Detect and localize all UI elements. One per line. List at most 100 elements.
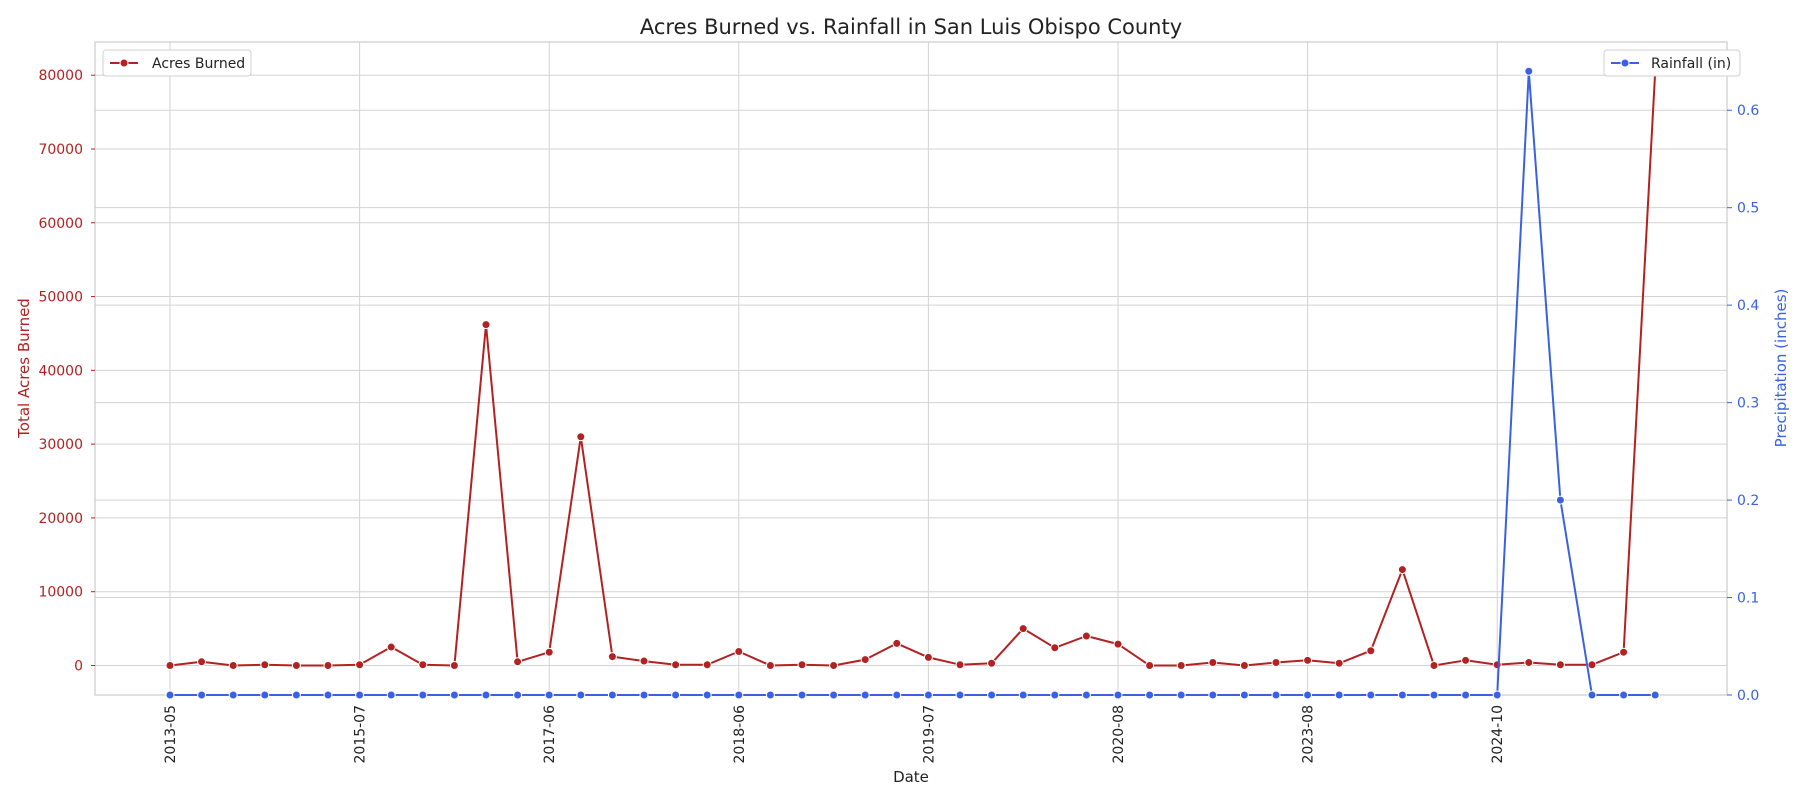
series-0-point [1397, 565, 1407, 575]
series-1-point [165, 690, 175, 700]
series-0-point [671, 660, 681, 670]
series-1-point [544, 690, 554, 700]
y-right-tick-label-3: 0.3 [1737, 396, 1759, 412]
series-1-point [923, 690, 933, 700]
series-0-point [1524, 658, 1534, 668]
legend-rainfall-marker [1620, 58, 1630, 68]
series-1-point [1176, 690, 1186, 700]
series-0-point [797, 660, 807, 670]
series-0-point [702, 660, 712, 670]
series-0-point [1555, 660, 1565, 670]
series-0-point [1050, 643, 1060, 653]
x-tick-label-7: 2024-10 [1490, 705, 1506, 764]
series-0-point [291, 660, 301, 670]
series-0-point [386, 642, 396, 652]
series-1-point [1587, 690, 1597, 700]
series-0-point [607, 652, 617, 662]
series-0-point [829, 660, 839, 670]
series-0-point [481, 320, 491, 330]
series-1-point [386, 690, 396, 700]
series-1-point [1397, 690, 1407, 700]
series-1-point [797, 690, 807, 700]
y-right-tick-label-6: 0.6 [1737, 103, 1759, 119]
series-0-point [1619, 647, 1629, 657]
series-0-point [323, 660, 333, 670]
series-1-point [418, 690, 428, 700]
x-tick-label-0: 2013-05 [163, 705, 179, 764]
series-0-point [923, 652, 933, 662]
legend-rainfall-label: Rainfall (in) [1651, 56, 1731, 72]
x-tick-label-1: 2015-07 [353, 705, 369, 764]
series-line-1 [170, 70, 1656, 696]
legend-acres-label: Acres Burned [152, 56, 245, 72]
chart-title: Acres Burned vs. Rainfall in San Luis Ob… [640, 15, 1182, 39]
series-1-point [892, 690, 902, 700]
series-0-point [418, 660, 428, 670]
y-axis-right-title: Precipitation (inches) [1772, 289, 1790, 448]
series-1-point [1619, 690, 1629, 700]
series-0-point [765, 660, 775, 670]
series-line-0 [169, 71, 1657, 667]
y-left-tick-label-7: 70000 [38, 142, 83, 158]
y-right-tick-label-2: 0.2 [1737, 493, 1759, 509]
axis-layer: 2013-05 2015-07 2017-06 2018-06 2019-07 2020-… [38, 68, 1759, 763]
series-1-point [197, 690, 207, 700]
series-1-point [291, 690, 301, 700]
y-right-tick-label-1: 0.1 [1737, 591, 1759, 607]
legend-left-box [102, 49, 252, 77]
series-1-point [576, 690, 586, 700]
legend-acres-marker [119, 58, 129, 68]
series-1-point [671, 690, 681, 700]
y-left-tick-label-1: 10000 [38, 585, 83, 601]
y-left-tick-label-8: 80000 [38, 68, 83, 84]
series-1-point [1081, 690, 1091, 700]
series-0-point [639, 656, 649, 666]
series-1-point [481, 690, 491, 700]
series-1-point [1239, 690, 1249, 700]
y-left-tick-label-0: 0 [74, 658, 83, 674]
series-0-point [892, 638, 902, 648]
series-1-point [260, 690, 270, 700]
series-0-point [1429, 660, 1439, 670]
series-1-point [1366, 690, 1376, 700]
series-1-point [1050, 690, 1060, 700]
series-1-point [1461, 690, 1471, 700]
series-1-point [355, 690, 365, 700]
series-1-point [323, 690, 333, 700]
series-0-point [955, 660, 965, 670]
series-1-point [765, 690, 775, 700]
legend-rainfall: Rainfall (in) [1603, 49, 1741, 77]
series-0-point [449, 660, 459, 670]
series-0-point [197, 657, 207, 667]
series-1-point [1018, 690, 1028, 700]
series-1-point [702, 690, 712, 700]
series-1-point [228, 690, 238, 700]
x-tick-label-3: 2018-06 [732, 705, 748, 764]
series-0-point [987, 658, 997, 668]
series-0-point [165, 660, 175, 670]
series-0-point [1018, 624, 1028, 634]
series-1-point [1271, 690, 1281, 700]
legend-acres-burned: Acres Burned [102, 49, 252, 77]
series-0-point [513, 657, 523, 667]
series-0-point [544, 647, 554, 657]
grid-layer [95, 42, 1727, 696]
y-axis-left-title: Total Acres Burned [15, 298, 33, 439]
y-left-tick-label-4: 40000 [38, 363, 83, 379]
series-0-point [355, 660, 365, 670]
series-0-point [1366, 646, 1376, 656]
series-1-point [513, 690, 523, 700]
x-tick-label-4: 2019-07 [921, 705, 937, 764]
series-1-point [1429, 690, 1439, 700]
series-layer [165, 66, 1660, 700]
series-0-point [1113, 639, 1123, 649]
y-left-tick-label-3: 30000 [38, 437, 83, 453]
series-0-point [1303, 655, 1313, 665]
series-0-point [1176, 660, 1186, 670]
series-0-point [1081, 631, 1091, 641]
series-0-point [1271, 658, 1281, 668]
y-right-tick-label-4: 0.4 [1737, 298, 1759, 314]
series-0-point [1587, 660, 1597, 670]
y-right-tick-label-0: 0.0 [1737, 688, 1759, 704]
legend-right-box [1603, 49, 1741, 77]
